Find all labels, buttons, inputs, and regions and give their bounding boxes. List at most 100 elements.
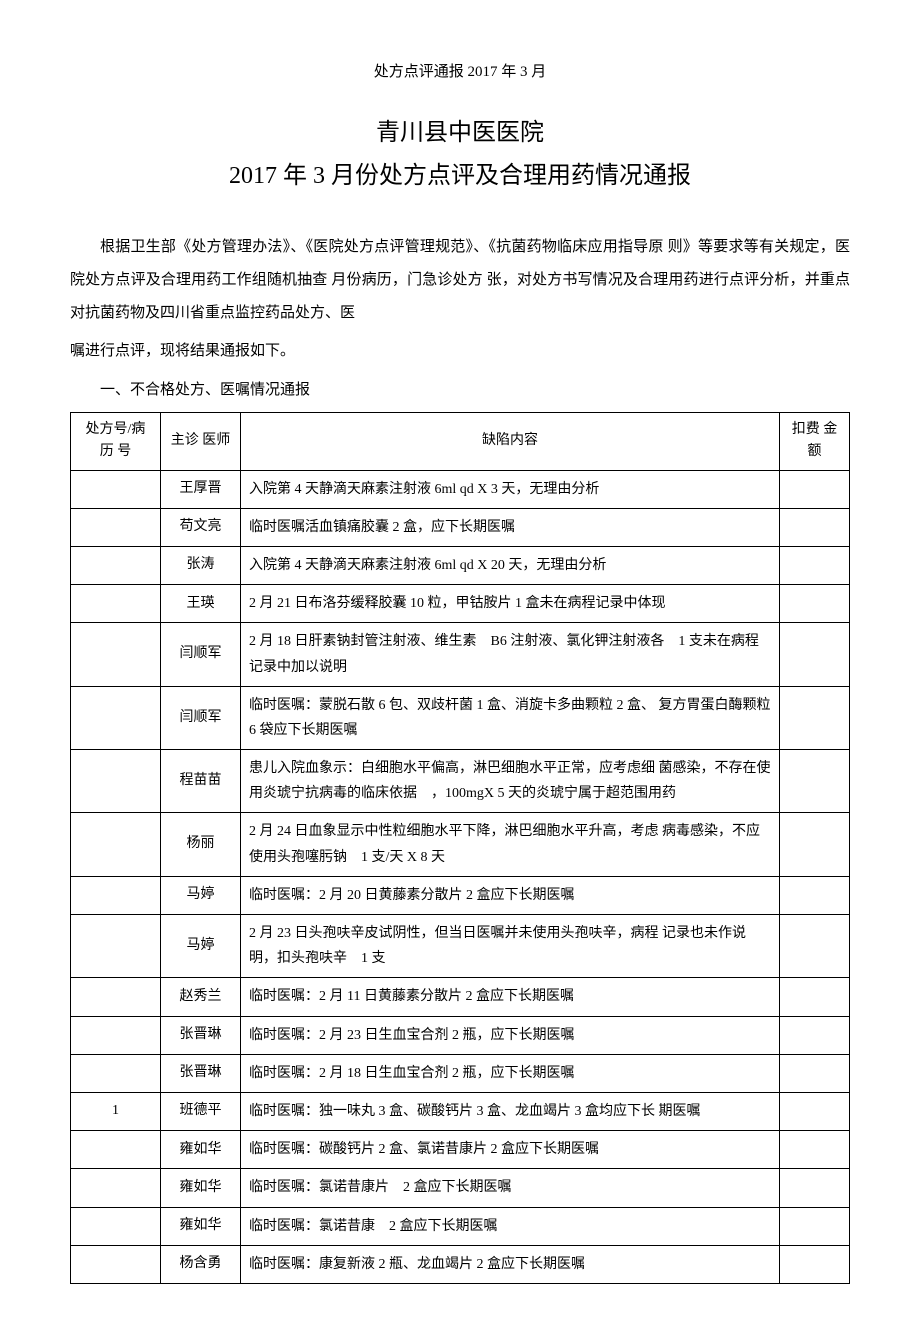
- table-row: 雍如华临时医嘱：氯诺昔康片 2 盒应下长期医嘱: [71, 1169, 850, 1207]
- cell-amount: [780, 585, 850, 623]
- cell-amount: [780, 1092, 850, 1130]
- cell-defect: 临时医嘱：氯诺昔康 2 盒应下长期医嘱: [241, 1207, 780, 1245]
- cell-doctor: 雍如华: [161, 1169, 241, 1207]
- cell-id: [71, 978, 161, 1016]
- cell-amount: [780, 686, 850, 749]
- cell-id: [71, 750, 161, 813]
- cell-id: [71, 508, 161, 546]
- header-defect: 缺陷内容: [241, 412, 780, 470]
- cell-id: [71, 1207, 161, 1245]
- cell-id: [71, 1131, 161, 1169]
- cell-doctor: 张涛: [161, 546, 241, 584]
- cell-amount: [780, 1245, 850, 1283]
- table-row: 张晋琳临时医嘱：2 月 18 日生血宝合剂 2 瓶，应下长期医嘱: [71, 1054, 850, 1092]
- cell-defect: 2 月 24 日血象显示中性粒细胞水平下降，淋巴细胞水平升高，考虑 病毒感染，不…: [241, 813, 780, 876]
- table-header-row: 处方号/病 历 号 主诊 医师 缺陷内容 扣费 金额: [71, 412, 850, 470]
- table-row: 赵秀兰临时医嘱：2 月 11 日黄藤素分散片 2 盒应下长期医嘱: [71, 978, 850, 1016]
- cell-amount: [780, 1131, 850, 1169]
- cell-id: [71, 623, 161, 686]
- paragraph-1: 根据卫生部《处方管理办法》、《医院处方点评管理规范》、《抗菌药物临床应用指导原 …: [70, 231, 850, 330]
- table-row: 雍如华临时医嘱：氯诺昔康 2 盒应下长期医嘱: [71, 1207, 850, 1245]
- cell-defect: 临时医嘱：2 月 20 日黄藤素分散片 2 盒应下长期医嘱: [241, 876, 780, 914]
- cell-doctor: 杨含勇: [161, 1245, 241, 1283]
- cell-doctor: 雍如华: [161, 1207, 241, 1245]
- cell-defect: 临时医嘱：独一味丸 3 盒、碳酸钙片 3 盒、龙血竭片 3 盒均应下长 期医嘱: [241, 1092, 780, 1130]
- cell-amount: [780, 876, 850, 914]
- cell-id: [71, 1245, 161, 1283]
- cell-doctor: 闫顺军: [161, 686, 241, 749]
- cell-id: [71, 915, 161, 978]
- cell-amount: [780, 750, 850, 813]
- cell-amount: [780, 1207, 850, 1245]
- table-row: 王厚晋入院第 4 天静滴天麻素注射液 6ml qd X 3 天，无理由分析: [71, 470, 850, 508]
- cell-amount: [780, 470, 850, 508]
- cell-doctor: 班德平: [161, 1092, 241, 1130]
- cell-amount: [780, 978, 850, 1016]
- table-row: 闫顺军临时医嘱：蒙脱石散 6 包、双歧杆菌 1 盒、消旋卡多曲颗粒 2 盒、 复…: [71, 686, 850, 749]
- cell-id: [71, 1016, 161, 1054]
- cell-id: 1: [71, 1092, 161, 1130]
- cell-doctor: 杨丽: [161, 813, 241, 876]
- cell-doctor: 苟文亮: [161, 508, 241, 546]
- cell-id: [71, 1054, 161, 1092]
- cell-amount: [780, 508, 850, 546]
- cell-defect: 临时医嘱活血镇痛胶囊 2 盒，应下长期医嘱: [241, 508, 780, 546]
- table-row: 马婷2 月 23 日头孢呋辛皮试阴性，但当日医嘱并未使用头孢呋辛，病程 记录也未…: [71, 915, 850, 978]
- table-row: 程苗苗患儿入院血象示：白细胞水平偏高，淋巴细胞水平正常，应考虑细 菌感染，不存在…: [71, 750, 850, 813]
- section-heading-1: 一、不合格处方、医嘱情况通报: [70, 378, 850, 402]
- cell-defect: 入院第 4 天静滴天麻素注射液 6ml qd X 3 天，无理由分析: [241, 470, 780, 508]
- cell-defect: 临时医嘱：2 月 23 日生血宝合剂 2 瓶，应下长期医嘱: [241, 1016, 780, 1054]
- page-header-small: 处方点评通报 2017 年 3 月: [70, 60, 850, 84]
- cell-id: [71, 1169, 161, 1207]
- cell-defect: 临时医嘱：碳酸钙片 2 盒、氯诺昔康片 2 盒应下长期医嘱: [241, 1131, 780, 1169]
- cell-defect: 临时医嘱：2 月 18 日生血宝合剂 2 瓶，应下长期医嘱: [241, 1054, 780, 1092]
- cell-amount: [780, 546, 850, 584]
- cell-id: [71, 546, 161, 584]
- cell-defect: 入院第 4 天静滴天麻素注射液 6ml qd X 20 天，无理由分析: [241, 546, 780, 584]
- cell-amount: [780, 813, 850, 876]
- table-row: 1班德平临时医嘱：独一味丸 3 盒、碳酸钙片 3 盒、龙血竭片 3 盒均应下长 …: [71, 1092, 850, 1130]
- cell-defect: 患儿入院血象示：白细胞水平偏高，淋巴细胞水平正常，应考虑细 菌感染，不存在使用炎…: [241, 750, 780, 813]
- cell-amount: [780, 623, 850, 686]
- cell-doctor: 王厚晋: [161, 470, 241, 508]
- cell-defect: 临时医嘱：蒙脱石散 6 包、双歧杆菌 1 盒、消旋卡多曲颗粒 2 盒、 复方胃蛋…: [241, 686, 780, 749]
- table-row: 张涛入院第 4 天静滴天麻素注射液 6ml qd X 20 天，无理由分析: [71, 546, 850, 584]
- header-amount: 扣费 金额: [780, 412, 850, 470]
- cell-defect: 2 月 23 日头孢呋辛皮试阴性，但当日医嘱并未使用头孢呋辛，病程 记录也未作说…: [241, 915, 780, 978]
- header-doctor: 主诊 医师: [161, 412, 241, 470]
- cell-doctor: 闫顺军: [161, 623, 241, 686]
- cell-amount: [780, 1054, 850, 1092]
- table-row: 闫顺军2 月 18 日肝素钠封管注射液、维生素 B6 注射液、氯化钾注射液各 1…: [71, 623, 850, 686]
- table-row: 张晋琳临时医嘱：2 月 23 日生血宝合剂 2 瓶，应下长期医嘱: [71, 1016, 850, 1054]
- table-row: 苟文亮临时医嘱活血镇痛胶囊 2 盒，应下长期医嘱: [71, 508, 850, 546]
- cell-id: [71, 813, 161, 876]
- cell-id: [71, 686, 161, 749]
- cell-defect: 临时医嘱：2 月 11 日黄藤素分散片 2 盒应下长期医嘱: [241, 978, 780, 1016]
- cell-defect: 2 月 18 日肝素钠封管注射液、维生素 B6 注射液、氯化钾注射液各 1 支未…: [241, 623, 780, 686]
- table-row: 王瑛2 月 21 日布洛芬缓释胶囊 10 粒，甲钴胺片 1 盒未在病程记录中体现: [71, 585, 850, 623]
- cell-doctor: 雍如华: [161, 1131, 241, 1169]
- cell-id: [71, 585, 161, 623]
- title-sub: 2017 年 3 月份处方点评及合理用药情况通报: [70, 157, 850, 195]
- cell-defect: 临时医嘱：氯诺昔康片 2 盒应下长期医嘱: [241, 1169, 780, 1207]
- cell-doctor: 马婷: [161, 915, 241, 978]
- table-row: 雍如华临时医嘱：碳酸钙片 2 盒、氯诺昔康片 2 盒应下长期医嘱: [71, 1131, 850, 1169]
- paragraph-2: 嘱进行点评，现将结果通报如下。: [70, 335, 850, 368]
- table-row: 马婷临时医嘱：2 月 20 日黄藤素分散片 2 盒应下长期医嘱: [71, 876, 850, 914]
- cell-amount: [780, 1016, 850, 1054]
- cell-doctor: 张晋琳: [161, 1054, 241, 1092]
- cell-doctor: 程苗苗: [161, 750, 241, 813]
- cell-defect: 临时医嘱：康复新液 2 瓶、龙血竭片 2 盒应下长期医嘱: [241, 1245, 780, 1283]
- cell-doctor: 张晋琳: [161, 1016, 241, 1054]
- cell-doctor: 马婷: [161, 876, 241, 914]
- cell-amount: [780, 915, 850, 978]
- cell-id: [71, 470, 161, 508]
- title-main: 青川县中医医院: [70, 114, 850, 152]
- defect-table: 处方号/病 历 号 主诊 医师 缺陷内容 扣费 金额 王厚晋入院第 4 天静滴天…: [70, 412, 850, 1284]
- cell-defect: 2 月 21 日布洛芬缓释胶囊 10 粒，甲钴胺片 1 盒未在病程记录中体现: [241, 585, 780, 623]
- cell-id: [71, 876, 161, 914]
- header-id: 处方号/病 历 号: [71, 412, 161, 470]
- cell-amount: [780, 1169, 850, 1207]
- cell-doctor: 王瑛: [161, 585, 241, 623]
- table-row: 杨丽2 月 24 日血象显示中性粒细胞水平下降，淋巴细胞水平升高，考虑 病毒感染…: [71, 813, 850, 876]
